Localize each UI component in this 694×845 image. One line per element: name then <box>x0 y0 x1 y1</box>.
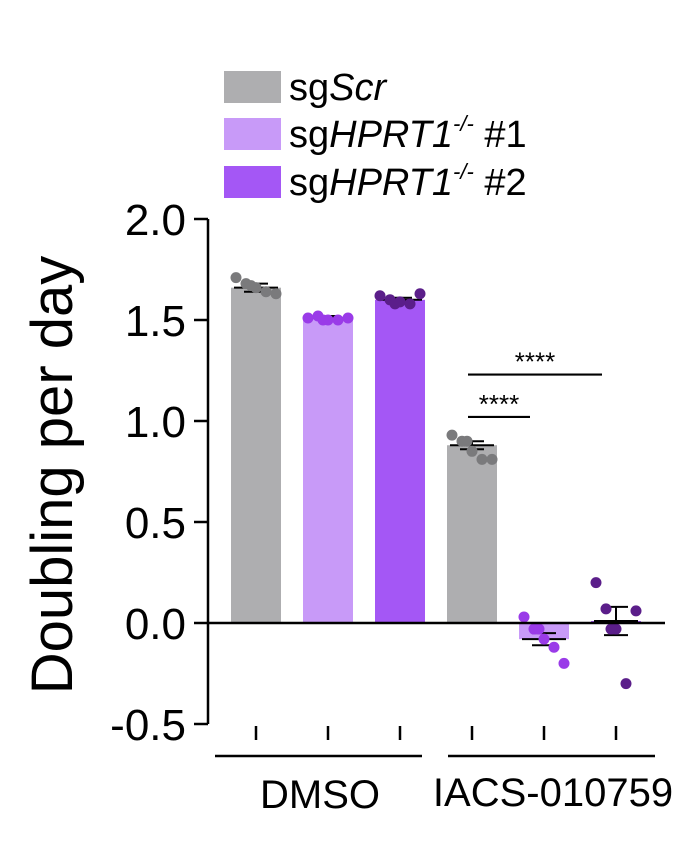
significance-label-0: **** <box>479 389 519 419</box>
data-point-2-3 <box>404 298 416 310</box>
group-label-1: IACS-010759 <box>433 771 673 815</box>
data-point-3-0 <box>446 429 458 441</box>
data-point-4-0 <box>518 611 530 623</box>
data-point-1-3 <box>332 314 344 326</box>
y-tick-label-3: 1.0 <box>125 398 186 447</box>
data-point-5-4 <box>630 605 642 617</box>
y-tick-label-2: 0.5 <box>125 499 186 548</box>
data-point-4-2 <box>538 633 550 645</box>
data-point-1-5 <box>317 314 329 326</box>
data-point-4-3 <box>548 641 560 653</box>
legend-swatch-2 <box>224 166 281 198</box>
group-labels: DMSO IACS-010759 <box>215 726 673 817</box>
data-point-0-0 <box>230 272 242 284</box>
legend-label-2: sgHPRT1-/- #2 <box>289 159 527 204</box>
data-point-4-5 <box>533 623 545 635</box>
group-label-0: DMSO <box>260 773 380 817</box>
bar-3 <box>447 445 497 623</box>
legend-swatch-0 <box>224 71 281 103</box>
y-axis-label: Doubling per day <box>20 256 85 695</box>
y-axis: -0.5 0.0 0.5 1.0 1.5 2.0 <box>110 196 665 750</box>
data-point-2-5 <box>389 298 401 310</box>
data-point-3-3 <box>476 453 488 465</box>
data-points-layer <box>230 272 642 690</box>
y-tick-label-0: -0.5 <box>110 701 186 750</box>
legend-label-0: sgScr <box>289 67 387 109</box>
data-point-2-0 <box>374 290 386 302</box>
data-point-5-3 <box>620 678 632 690</box>
y-tick-label-1: 0.0 <box>125 600 186 649</box>
data-point-3-5 <box>461 435 473 447</box>
data-point-0-4 <box>270 288 282 300</box>
data-point-3-2 <box>466 445 478 457</box>
bars-layer <box>231 287 641 640</box>
bar-0 <box>231 287 281 623</box>
y-tick-label-4: 1.5 <box>125 297 186 346</box>
error-bars-layer <box>234 282 638 647</box>
data-point-3-4 <box>486 453 498 465</box>
significance-label-1: **** <box>515 347 555 377</box>
data-point-0-5 <box>245 280 257 292</box>
data-point-0-3 <box>260 286 272 298</box>
significance-layer: **** **** <box>468 347 602 419</box>
y-tick-label-5: 2.0 <box>125 196 186 245</box>
data-point-5-5 <box>605 623 617 635</box>
data-point-1-4 <box>342 312 354 324</box>
data-point-4-4 <box>558 657 570 669</box>
data-point-5-1 <box>600 603 612 615</box>
bar-1 <box>303 317 353 623</box>
legend-swatch-1 <box>224 118 281 150</box>
data-point-2-4 <box>414 288 426 300</box>
data-point-5-0 <box>590 577 602 589</box>
bar-2 <box>375 299 425 623</box>
legend-label-1: sgHPRT1-/- #1 <box>289 111 527 156</box>
data-point-1-0 <box>302 312 314 324</box>
